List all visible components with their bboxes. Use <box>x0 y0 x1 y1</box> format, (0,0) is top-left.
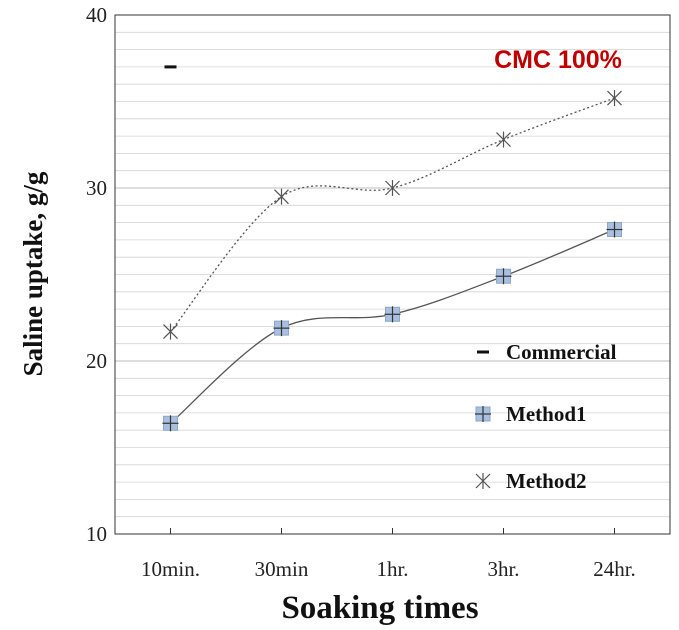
y-tick-labels: 10 20 30 40 <box>86 3 107 546</box>
point-method2 <box>385 180 400 196</box>
point-method2 <box>163 323 178 340</box>
point-method1 <box>495 268 512 285</box>
legend: Commercial Method1 Method2 <box>475 340 617 493</box>
legend-method1-label: Method1 <box>506 402 587 426</box>
x-tick-label: 10min. <box>141 557 200 581</box>
legend-method2-marker <box>475 473 491 489</box>
y-axis-title: Saline uptake, g/g <box>18 171 48 376</box>
legend-method1-marker <box>475 406 491 422</box>
x-tick-label: 24hr. <box>593 557 636 581</box>
x-tick-label: 3hr. <box>487 557 519 581</box>
series <box>162 65 623 432</box>
y-tick-label: 40 <box>86 3 107 27</box>
x-tick-label: 1hr. <box>376 557 408 581</box>
y-tick-label: 30 <box>86 176 107 200</box>
y-tick-label: 20 <box>86 349 107 373</box>
x-tick-labels: 10min. 30min 1hr. 3hr. 24hr. <box>141 528 636 581</box>
grid-lines <box>115 31 670 518</box>
legend-method2-label: Method2 <box>506 469 587 493</box>
y-tick-label: 10 <box>86 522 107 546</box>
point-method1 <box>606 221 623 238</box>
point-method2 <box>496 131 511 148</box>
point-method2 <box>274 188 289 205</box>
series-method2-line <box>169 97 615 333</box>
legend-commercial-label: Commercial <box>506 340 617 364</box>
x-axis-title: Soaking times <box>281 590 478 626</box>
point-method2 <box>607 90 622 107</box>
chart-annotation: CMC 100% <box>494 46 622 74</box>
point-method1 <box>162 415 179 432</box>
x-tick-label: 30min <box>255 557 309 581</box>
point-method1 <box>273 320 290 337</box>
point-method1 <box>384 306 401 323</box>
